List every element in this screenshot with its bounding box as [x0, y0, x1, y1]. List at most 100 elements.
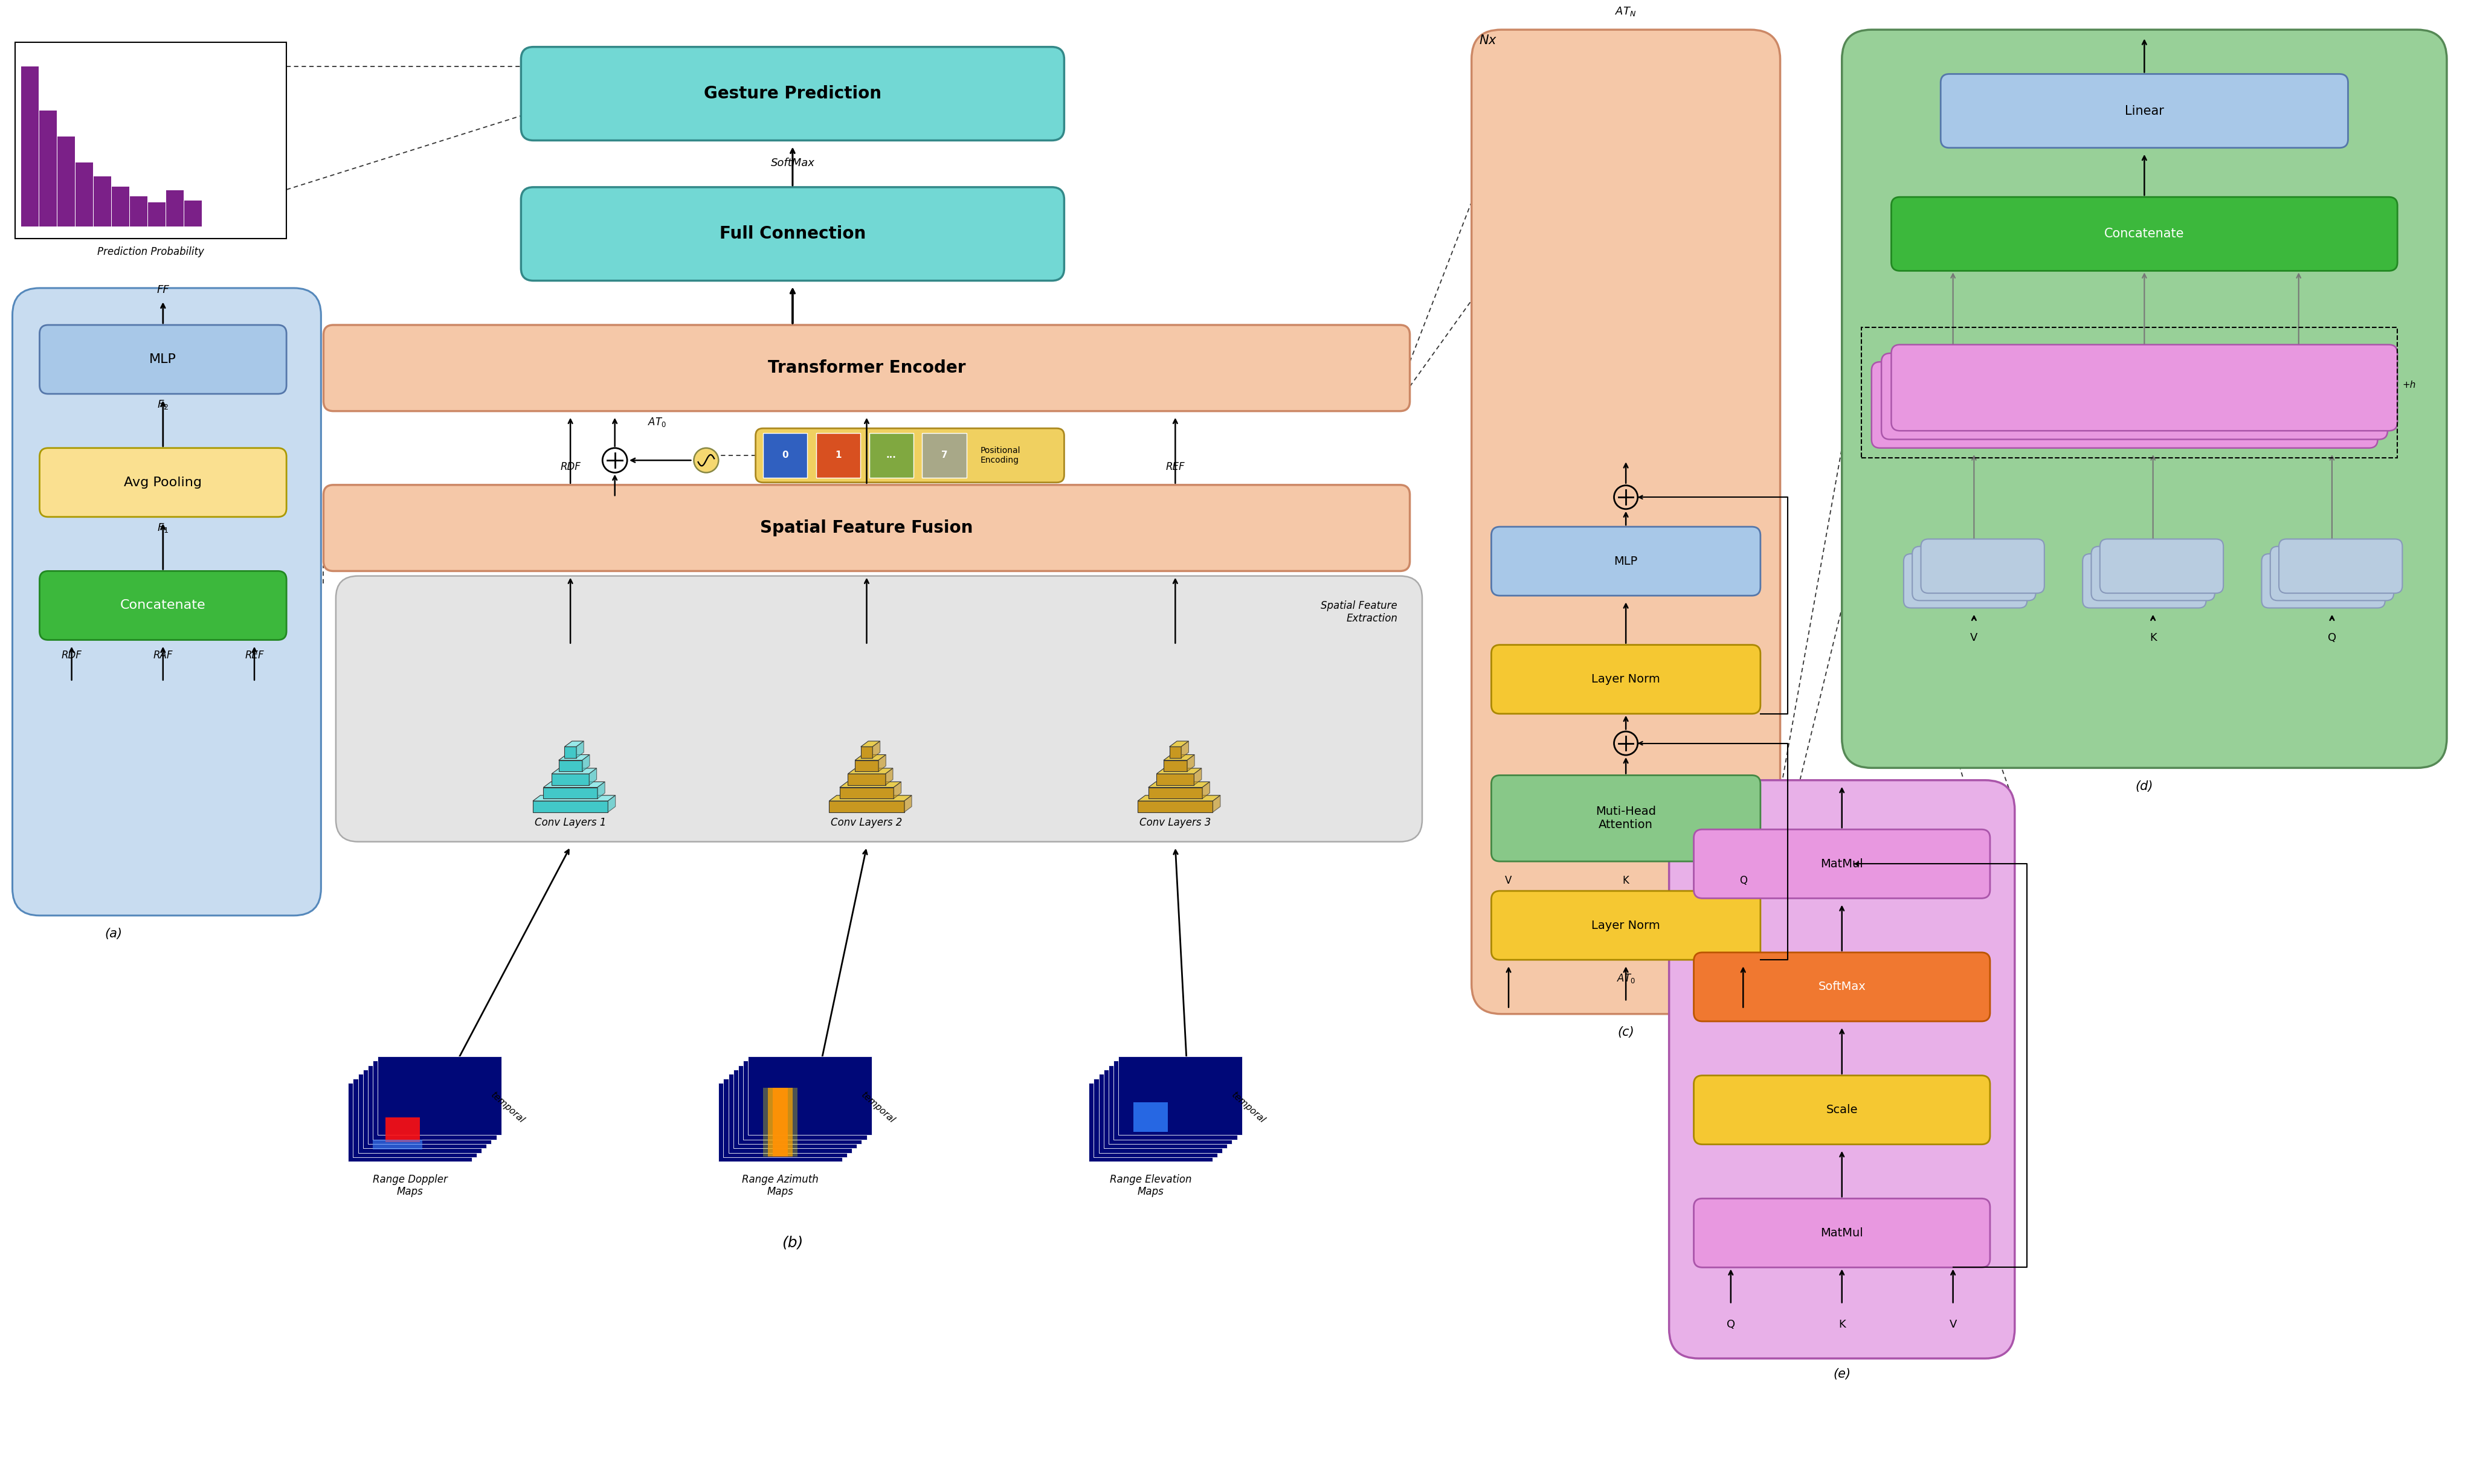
Text: Q: Q	[1739, 876, 1747, 886]
FancyBboxPatch shape	[1695, 1076, 1989, 1144]
Text: RAF: RAF	[856, 462, 876, 472]
Text: SoftMax: SoftMax	[1818, 981, 1865, 993]
Text: (d): (d)	[2135, 781, 2152, 792]
Text: $AT_0$: $AT_0$	[1616, 972, 1635, 984]
Bar	[40, 111, 57, 227]
Text: Muti-Head
Attention: Muti-Head Attention	[1596, 806, 1655, 831]
FancyBboxPatch shape	[1492, 890, 1761, 960]
Text: K: K	[1623, 876, 1630, 886]
Text: Positional
Encoding: Positional Encoding	[980, 447, 1019, 464]
Text: Q: Q	[1727, 1319, 1734, 1330]
Polygon shape	[1170, 741, 1188, 746]
FancyBboxPatch shape	[1890, 197, 2397, 270]
FancyBboxPatch shape	[1920, 539, 2044, 594]
Text: Transformer Encoder: Transformer Encoder	[767, 359, 965, 377]
Polygon shape	[1094, 1079, 1217, 1158]
Text: MatMul: MatMul	[1821, 858, 1863, 870]
FancyBboxPatch shape	[1870, 362, 2378, 448]
Text: temporal: temporal	[490, 1091, 527, 1125]
Polygon shape	[589, 769, 596, 785]
Polygon shape	[1138, 801, 1212, 812]
FancyBboxPatch shape	[15, 42, 287, 239]
Bar	[129, 196, 148, 227]
Polygon shape	[1148, 782, 1210, 788]
Text: V: V	[1969, 632, 1977, 644]
Text: REF: REF	[1165, 462, 1185, 472]
FancyBboxPatch shape	[522, 47, 1064, 141]
Polygon shape	[552, 769, 596, 773]
Polygon shape	[369, 1066, 492, 1144]
FancyBboxPatch shape	[1940, 74, 2348, 148]
Bar	[923, 433, 967, 478]
Text: V: V	[1950, 1319, 1957, 1330]
Text: Linear: Linear	[2128, 576, 2160, 586]
Text: 7: 7	[940, 451, 948, 460]
Text: $F_2$: $F_2$	[158, 399, 168, 411]
Polygon shape	[564, 746, 576, 758]
Polygon shape	[1163, 755, 1195, 760]
Bar	[1133, 1103, 1168, 1132]
Polygon shape	[349, 1083, 473, 1162]
Polygon shape	[559, 755, 589, 760]
Text: $Nx$: $Nx$	[1479, 34, 1497, 46]
FancyBboxPatch shape	[2271, 546, 2395, 601]
Polygon shape	[886, 769, 893, 785]
Bar	[762, 1088, 797, 1156]
Polygon shape	[747, 1057, 871, 1135]
FancyBboxPatch shape	[40, 571, 287, 640]
Text: Concatenate: Concatenate	[121, 600, 205, 611]
Polygon shape	[1180, 741, 1188, 758]
Polygon shape	[532, 801, 609, 812]
Text: $AT_0$: $AT_0$	[648, 416, 666, 427]
Text: $AT_N$: $AT_N$	[1616, 6, 1635, 18]
Bar	[386, 1117, 421, 1141]
Polygon shape	[374, 1061, 497, 1140]
FancyBboxPatch shape	[1670, 781, 2014, 1358]
Polygon shape	[903, 795, 913, 812]
Text: Range Elevation
Maps: Range Elevation Maps	[1111, 1174, 1192, 1198]
Polygon shape	[849, 773, 886, 785]
Bar	[166, 190, 183, 227]
Polygon shape	[379, 1057, 502, 1135]
Polygon shape	[1089, 1083, 1212, 1162]
Bar	[772, 1088, 787, 1156]
Text: ...: ...	[886, 451, 896, 460]
Polygon shape	[359, 1074, 482, 1153]
FancyBboxPatch shape	[1492, 646, 1761, 714]
Bar	[767, 1088, 792, 1156]
Bar	[94, 177, 111, 227]
Polygon shape	[1138, 795, 1220, 801]
FancyBboxPatch shape	[755, 429, 1064, 482]
Polygon shape	[364, 1070, 487, 1149]
Polygon shape	[1195, 769, 1202, 785]
Bar	[148, 202, 166, 227]
Polygon shape	[839, 788, 893, 798]
FancyBboxPatch shape	[1695, 830, 1989, 898]
Text: Conv Layers 1: Conv Layers 1	[534, 818, 606, 828]
FancyBboxPatch shape	[1880, 353, 2387, 439]
Text: Concatenate: Concatenate	[2105, 229, 2185, 240]
Text: MLP: MLP	[1613, 555, 1638, 567]
Text: Linear: Linear	[1950, 576, 1982, 586]
FancyBboxPatch shape	[1912, 546, 2036, 601]
Bar	[111, 187, 129, 227]
Polygon shape	[737, 1066, 861, 1144]
Text: RDF: RDF	[559, 462, 581, 472]
Text: Range Doppler
Maps: Range Doppler Maps	[374, 1174, 448, 1198]
Polygon shape	[873, 741, 881, 758]
Circle shape	[693, 448, 717, 472]
FancyBboxPatch shape	[1492, 775, 1761, 861]
Bar	[74, 163, 94, 227]
Text: Conv Layers 2: Conv Layers 2	[831, 818, 903, 828]
FancyBboxPatch shape	[1695, 1199, 1989, 1267]
Polygon shape	[878, 755, 886, 772]
Text: temporal: temporal	[1230, 1091, 1267, 1125]
Text: RAF: RAF	[153, 650, 173, 660]
FancyBboxPatch shape	[2261, 554, 2385, 608]
FancyBboxPatch shape	[324, 485, 1410, 571]
Text: V: V	[1504, 876, 1512, 886]
FancyBboxPatch shape	[336, 576, 1423, 841]
Polygon shape	[544, 788, 596, 798]
FancyBboxPatch shape	[1903, 554, 2026, 608]
Polygon shape	[564, 741, 584, 746]
